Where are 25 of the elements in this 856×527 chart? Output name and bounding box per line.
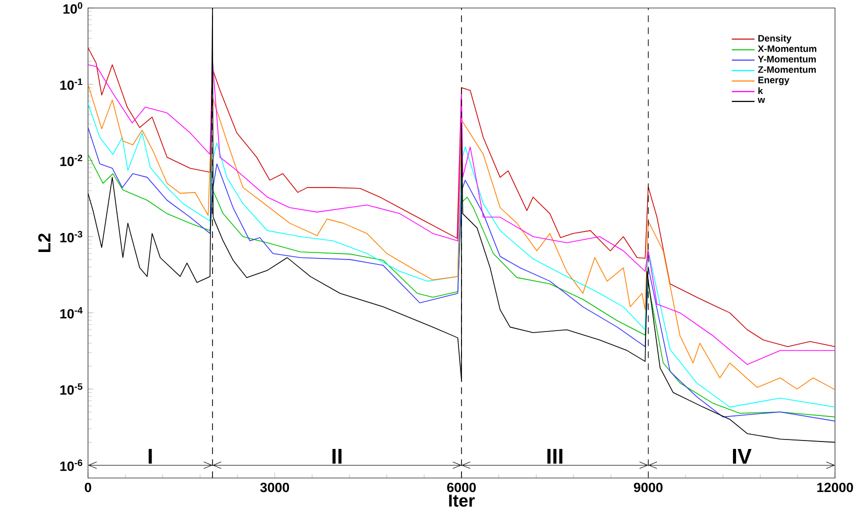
legend-label: w <box>758 98 766 103</box>
annotation: II <box>332 448 342 464</box>
x-tick-label: 12000 <box>817 482 853 492</box>
y-tick-label: 10$^{-1}$ <box>60 78 82 90</box>
legend-label: X-Momentum <box>758 46 816 52</box>
x-tick-label: 9000 <box>634 482 663 492</box>
x-axis-title: Iter <box>449 494 475 507</box>
x-tick-label: 0 <box>84 482 92 492</box>
legend-label: Y-Momentum <box>758 56 816 62</box>
annotation: I <box>148 448 152 464</box>
legend-label: Z-Momentum <box>758 66 816 73</box>
legend-label: k <box>758 87 763 94</box>
x-tick-label: 3000 <box>260 482 290 492</box>
y-tick-label: 10$^{-5}$ <box>60 383 82 395</box>
y-tick-label: 10$^{0}$ <box>63 2 82 14</box>
x-tick-label: 6000 <box>447 482 476 492</box>
legend-label: Density <box>758 34 792 44</box>
legend-label: Energy <box>758 76 790 86</box>
annotation: III <box>547 448 562 464</box>
y-tick-label: 10$^{-2}$ <box>60 154 82 166</box>
y-tick-label: 10$^{-6}$ <box>60 459 82 471</box>
y-tick-label: 10$^{-3}$ <box>60 230 82 242</box>
y-tick-label: 10$^{-4}$ <box>60 307 83 319</box>
y-axis-title: L2 <box>38 234 50 252</box>
annotation: IV <box>732 448 752 464</box>
